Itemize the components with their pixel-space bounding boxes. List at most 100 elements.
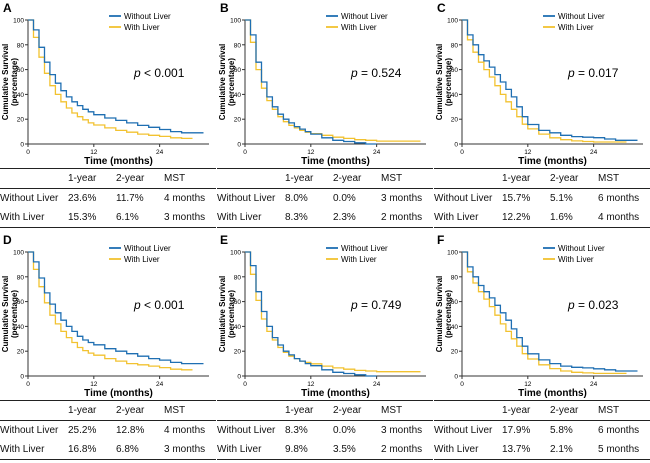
table-cell: With Liver: [434, 212, 479, 223]
p-value-text: = 0.749: [358, 298, 402, 312]
table-cell: 15.7%: [502, 193, 531, 204]
x-tick-label: 0: [460, 149, 464, 156]
table-cell: Without Liver: [217, 193, 276, 204]
table-header-cell: 2-year: [116, 173, 145, 184]
y-tick-label: 0: [20, 374, 24, 381]
table-row: Without Liver 25.2% 12.8% 4 months: [0, 421, 216, 441]
table-cell: 3 months: [164, 444, 206, 455]
y-axis-label: Cumulative Survival: [435, 44, 444, 120]
table-header-cell: [217, 401, 285, 421]
table-cell: 9.8%: [285, 444, 308, 455]
y-tick-label: 100: [230, 250, 241, 257]
legend-without-liver-label: Without Liver: [341, 244, 388, 253]
x-tick-label: 0: [460, 381, 464, 388]
table-header-row: 1-year 2-year MST: [217, 400, 433, 421]
table-header-cell: [434, 401, 502, 421]
y-tick-label: 40: [17, 92, 25, 99]
table-header-cell: 1-year: [285, 173, 314, 184]
table-cell: 4 months: [164, 425, 206, 436]
y-tick-label: 100: [13, 250, 24, 257]
y-axis-label: (percentage): [444, 290, 453, 338]
table-cell: With Liver: [434, 444, 479, 455]
table-cell: 2 months: [381, 444, 423, 455]
survival-table: 1-year 2-year MST Without Liver 17.9% 5.8% 6 m…: [434, 400, 650, 462]
table-header-cell: [0, 401, 68, 421]
survival-table-grid: 1-year 2-year MST Without Liver 15.7% 5.1% 6 m…: [434, 168, 650, 228]
y-tick-label: 100: [447, 250, 458, 257]
panel-a: A Cumulative Survival (percentage) 0 20 40 60 8…: [0, 0, 216, 231]
p-value-text: = 0.023: [575, 298, 619, 312]
curve-without-liver: [462, 19, 638, 141]
table-cell: 3 months: [381, 193, 423, 204]
table-header-cell: MST: [164, 405, 186, 416]
x-axis-label: Time (months): [84, 388, 153, 399]
table-cell: 13.7%: [502, 444, 531, 455]
y-axis-label: (percentage): [444, 58, 453, 106]
x-tick-label: 0: [243, 381, 247, 388]
p-value-text: = 0.524: [358, 66, 402, 80]
km-plot: F Cumulative Survival (percentage) 0 20 40 60 8…: [435, 233, 643, 399]
km-plot: C Cumulative Survival (percentage) 0 20 40 60 8…: [435, 1, 643, 167]
table-cell: 6 months: [598, 425, 640, 436]
y-tick-label: 40: [451, 324, 459, 331]
p-value: p < 0.001: [133, 298, 185, 312]
y-tick-label: 60: [451, 67, 459, 74]
curve-without-liver: [28, 19, 204, 134]
y-tick-label: 40: [17, 324, 25, 331]
table-cell: 8.3%: [285, 212, 308, 223]
survival-table: 1-year 2-year MST Without Liver 25.2% 12.8% 4 …: [0, 400, 216, 462]
y-tick-label: 80: [234, 42, 242, 49]
y-axis-label: (percentage): [227, 290, 236, 338]
panel-b: B Cumulative Survival (percentage) 0 20 40 60 8…: [217, 0, 433, 231]
legend-without-liver-label: Without Liver: [124, 244, 171, 253]
table-header-cell: MST: [164, 173, 186, 184]
legend-with-liver-label: With Liver: [341, 23, 377, 32]
table-header-cell: MST: [381, 173, 403, 184]
table-cell: 16.8%: [68, 444, 97, 455]
table-cell: 1.6%: [550, 212, 573, 223]
p-value-symbol: p: [133, 298, 141, 312]
y-axis-label: (percentage): [10, 290, 19, 338]
table-header-cell: MST: [598, 405, 620, 416]
y-tick-label: 100: [13, 18, 24, 25]
p-value: p = 0.017: [567, 66, 619, 80]
x-tick-label: 24: [156, 149, 164, 156]
table-header-cell: 2-year: [333, 405, 362, 416]
y-tick-label: 80: [451, 274, 459, 281]
legend-with-liver-label: With Liver: [558, 255, 594, 264]
table-cell: 15.3%: [68, 212, 97, 223]
table-cell: With Liver: [0, 212, 45, 223]
p-value-symbol: p: [567, 66, 575, 80]
table-cell: With Liver: [0, 444, 45, 455]
table-cell: 6.8%: [116, 444, 139, 455]
x-tick-label: 0: [26, 149, 30, 156]
panel-f: F Cumulative Survival (percentage) 0 20 40 60 8…: [434, 232, 650, 463]
y-axis-label: Cumulative Survival: [218, 44, 227, 120]
table-header-cell: 1-year: [502, 173, 531, 184]
panel-letter: C: [437, 1, 446, 15]
x-tick-label: 24: [156, 381, 164, 388]
y-tick-label: 0: [454, 374, 458, 381]
curve-without-liver: [245, 251, 377, 377]
table-cell: 6.1%: [116, 212, 139, 223]
survival-table: 1-year 2-year MST Without Liver 8.3% 0.0% 3 mo…: [217, 400, 433, 462]
x-axis-label: Time (months): [301, 388, 370, 399]
y-tick-label: 20: [234, 117, 242, 124]
curve-with-liver: [462, 19, 627, 143]
table-header-cell: 1-year: [68, 173, 97, 184]
km-plot: B Cumulative Survival (percentage) 0 20 40 60 8…: [218, 1, 426, 167]
y-axis-label: Cumulative Survival: [435, 276, 444, 352]
table-cell: 5 months: [598, 444, 640, 455]
table-cell: 5.1%: [550, 193, 573, 204]
table-cell: With Liver: [217, 212, 262, 223]
x-axis-label: Time (months): [518, 156, 587, 167]
panel-letter: A: [3, 1, 12, 15]
table-row: Without Liver 8.0% 0.0% 3 months: [217, 189, 433, 209]
panel-c: C Cumulative Survival (percentage) 0 20 40 60 8…: [434, 0, 650, 231]
curve-without-liver: [245, 19, 377, 145]
x-tick-label: 24: [373, 381, 381, 388]
km-plot: E Cumulative Survival (percentage) 0 20 40 60 8…: [218, 233, 426, 399]
y-axis-label: (percentage): [227, 58, 236, 106]
curve-with-liver: [245, 19, 421, 142]
table-row: With Liver 12.2% 1.6% 4 months: [434, 208, 650, 228]
